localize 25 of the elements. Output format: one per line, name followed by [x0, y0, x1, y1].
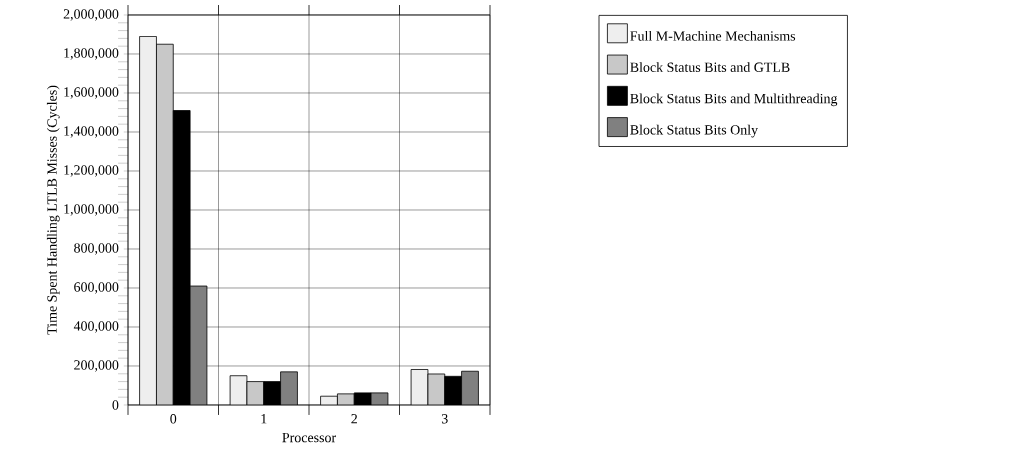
legend-label: Block Status Bits and GTLB — [630, 62, 790, 72]
x-axis-title: Processor — [282, 432, 337, 443]
y-tick-label: 600,000 — [74, 282, 119, 294]
bar — [156, 44, 174, 405]
y-tick-label: 200,000 — [74, 360, 119, 372]
y-tick-label: 400,000 — [73, 321, 119, 333]
legend-label: Block Status Bits Only — [630, 124, 759, 138]
legend-label: Full M-Machine Mechanisms — [630, 30, 796, 41]
x-tick-label: 3 — [441, 414, 448, 424]
bar — [461, 370, 479, 405]
y-tick-label: 800,000 — [74, 243, 119, 255]
y-tick-label: 1,200,000 — [64, 165, 119, 177]
bar — [280, 371, 298, 405]
y-tick-label: 1,000,000 — [64, 204, 119, 216]
x-tick-label: 0 — [170, 414, 177, 424]
x-tick-label: 1 — [261, 414, 267, 424]
bar — [139, 36, 157, 405]
y-tick-label: 1,400,000 — [64, 126, 119, 138]
y-tick-label: 1,600,000 — [64, 87, 119, 99]
y-axis-title: Time Spent Handling LTLB Misses (Cycles) — [46, 85, 60, 335]
y-tick-label: 1,800,000 — [64, 48, 119, 60]
y-tick-label: 0 — [112, 400, 119, 410]
x-tick-label: 2 — [351, 414, 357, 424]
y-tick-label: 2,000,000 — [63, 9, 119, 21]
legend-label: Block Status Bits and Multithreading — [630, 93, 838, 107]
